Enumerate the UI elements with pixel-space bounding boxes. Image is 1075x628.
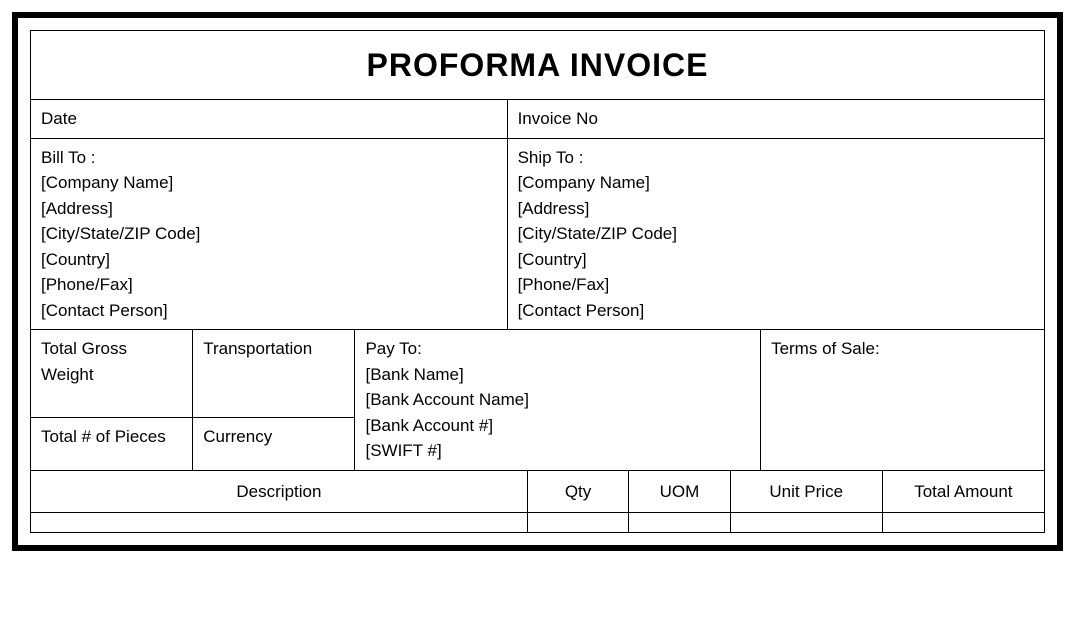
total-pieces-label: Total # of Pieces [31,417,193,470]
pay-to-swift: [SWIFT #] [365,438,750,464]
title-table: PROFORMA INVOICE [30,30,1045,100]
col-description: Description [31,470,528,513]
bill-to-phone: [Phone/Fax] [41,272,497,298]
line-item-description[interactable] [31,513,528,533]
line-item-total-amount[interactable] [882,513,1044,533]
line-item-row [31,513,1045,533]
outer-frame: PROFORMA INVOICE Date Invoice No Bill To [12,12,1063,551]
header-table: Date Invoice No [30,99,1045,139]
date-label: Date [31,100,508,139]
col-qty: Qty [527,470,628,513]
bill-to-contact: [Contact Person] [41,298,497,324]
pay-to-account-name: [Bank Account Name] [365,387,750,413]
col-total-amount: Total Amount [882,470,1044,513]
ship-to-contact: [Contact Person] [518,298,1034,324]
terms-of-sale-label: Terms of Sale: [761,330,1045,471]
ship-to-city: [City/State/ZIP Code] [518,221,1034,247]
pay-to-account-num: [Bank Account #] [365,413,750,439]
ship-to-address: [Address] [518,196,1034,222]
bill-to-cell: Bill To : [Company Name] [Address] [City… [31,138,508,330]
ship-to-country: [Country] [518,247,1034,273]
bill-to-label: Bill To : [41,145,497,171]
details-table: Total Gross Weight Transportation Pay To… [30,329,1045,471]
bill-to-country: [Country] [41,247,497,273]
ship-to-cell: Ship To : [Company Name] [Address] [City… [507,138,1044,330]
bill-to-address: [Address] [41,196,497,222]
invoice-container: PROFORMA INVOICE Date Invoice No Bill To [30,30,1045,533]
ship-to-phone: [Phone/Fax] [518,272,1034,298]
bill-to-city: [City/State/ZIP Code] [41,221,497,247]
line-item-unit-price[interactable] [730,513,882,533]
total-gross-weight-label: Total Gross Weight [31,330,193,418]
bill-to-company: [Company Name] [41,170,497,196]
currency-label: Currency [193,417,355,470]
line-items-table: Description Qty UOM Unit Price Total Amo… [30,470,1045,534]
col-unit-price: Unit Price [730,470,882,513]
invoice-no-label: Invoice No [507,100,1044,139]
line-item-qty[interactable] [527,513,628,533]
pay-to-cell: Pay To: [Bank Name] [Bank Account Name] … [355,330,761,471]
invoice-title: PROFORMA INVOICE [31,31,1045,100]
transportation-label: Transportation [193,330,355,418]
ship-to-company: [Company Name] [518,170,1034,196]
address-table: Bill To : [Company Name] [Address] [City… [30,138,1045,331]
col-uom: UOM [629,470,730,513]
ship-to-label: Ship To : [518,145,1034,171]
line-item-uom[interactable] [629,513,730,533]
pay-to-label: Pay To: [365,336,750,362]
pay-to-bank-name: [Bank Name] [365,362,750,388]
